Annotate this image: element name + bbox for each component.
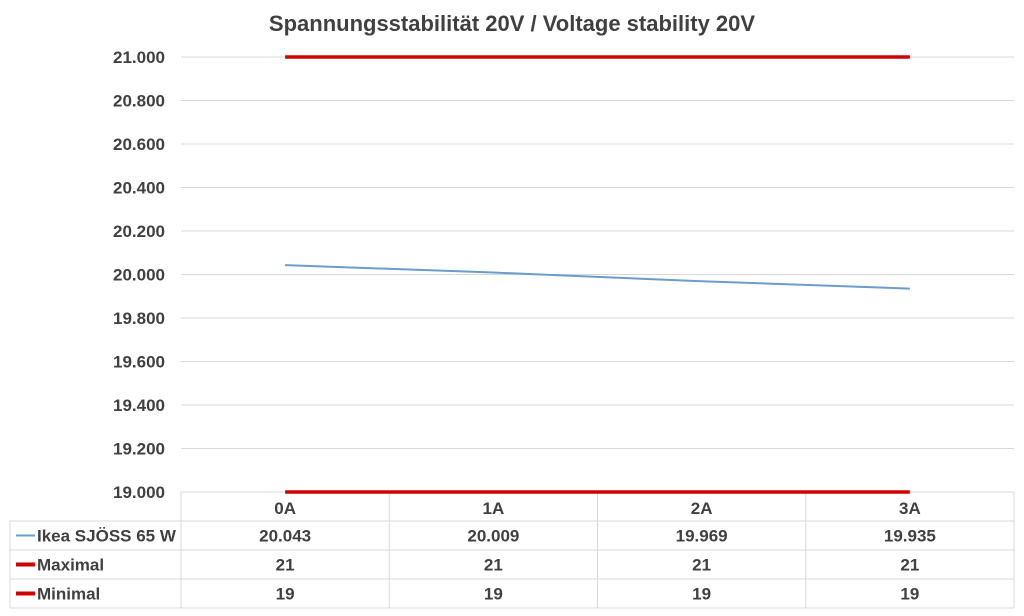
data-value-label: 19 [692, 585, 711, 604]
data-table: 0A 1A 2A 3A Ikea SJÖSS 65 W 20.043 20.009 19.96… [9, 492, 1015, 609]
gridlines [181, 56, 1014, 493]
y-tick-label: 19.600 [113, 353, 165, 372]
data-value-label: 19.969 [676, 527, 728, 546]
y-tick-label: 20.400 [113, 179, 165, 198]
y-tick-label: 19.000 [113, 483, 165, 502]
x-category-label: 1A [483, 499, 505, 518]
data-value-label: 19 [276, 585, 295, 604]
data-value-label: 19.935 [884, 527, 936, 546]
data-value-label: 21 [276, 556, 295, 575]
y-axis: 21.000 20.800 20.600 20.400 20.200 20.000 19.8… [113, 48, 165, 502]
series-name: Ikea SJÖSS 65 W [37, 527, 177, 546]
x-category-label: 2A [691, 499, 713, 518]
data-value-label: 20.043 [259, 527, 311, 546]
y-tick-label: 19.200 [113, 440, 165, 459]
x-category-label: 3A [899, 499, 921, 518]
y-tick-label: 20.000 [113, 266, 165, 285]
chart-title: Spannungsstabilität 20V / Voltage stabil… [269, 11, 755, 36]
y-tick-label: 20.200 [113, 222, 165, 241]
y-tick-label: 19.400 [113, 396, 165, 415]
x-category-label: 0A [274, 499, 296, 518]
series-lines [285, 55, 910, 494]
y-tick-label: 19.800 [113, 309, 165, 328]
data-value-label: 20.009 [467, 527, 519, 546]
series-name: Minimal [37, 585, 100, 604]
y-tick-label: 21.000 [113, 48, 165, 67]
data-value-label: 19 [484, 585, 503, 604]
y-tick-label: 20.800 [113, 92, 165, 111]
data-value-label: 19 [900, 585, 919, 604]
series-line-ikea [285, 264, 910, 290]
data-value-label: 21 [900, 556, 919, 575]
data-value-label: 21 [484, 556, 503, 575]
y-tick-label: 20.600 [113, 135, 165, 154]
series-name: Maximal [37, 556, 104, 575]
data-value-label: 21 [692, 556, 711, 575]
